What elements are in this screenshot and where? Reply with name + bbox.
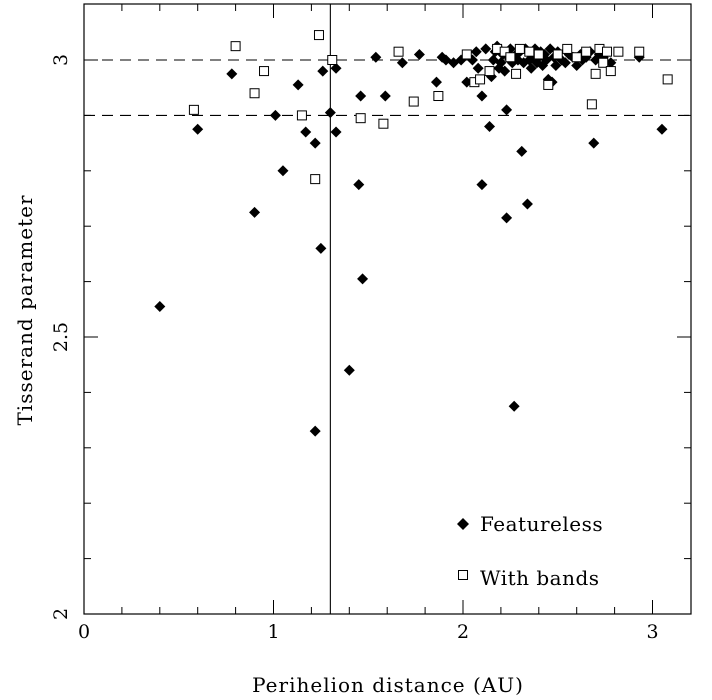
data-point-featureless [330,126,342,138]
data-point-featureless [269,109,281,121]
data-point-featureless [521,198,533,210]
data-point-with-bands [552,49,563,60]
data-point-with-bands [393,46,404,57]
data-point-with-bands [296,110,307,121]
data-point-with-bands [310,174,321,185]
data-point-featureless [476,90,488,102]
data-point-featureless [277,165,289,177]
data-point-with-bands [605,66,616,77]
data-point-featureless [330,62,342,74]
x-axis-label: Perihelion distance (AU) [252,673,524,697]
data-point-with-bands [259,66,270,77]
y-tick-label: 3 [50,54,72,66]
data-point-with-bands [505,52,516,63]
data-point-featureless [226,68,238,80]
data-point-with-bands [533,49,544,60]
data-point-featureless [571,60,583,72]
data-point-with-bands [408,96,419,107]
data-point-featureless [379,90,391,102]
data-point-with-bands [634,46,645,57]
data-point-with-bands [543,79,554,90]
data-point-featureless [413,48,425,60]
data-point-with-bands [313,30,324,41]
data-point-featureless [550,60,562,72]
data-point-featureless [472,62,484,74]
data-point-with-bands [514,43,525,54]
data-point-with-bands [188,104,199,115]
data-point-with-bands [484,66,495,77]
series-with-bands [188,30,673,185]
data-point-with-bands [230,41,241,52]
data-point-featureless [353,179,365,191]
data-point-with-bands [327,55,338,65]
data-point-featureless [559,57,571,69]
x-tick-label: 3 [646,621,658,643]
data-point-with-bands [586,99,597,110]
data-point-featureless [315,242,327,254]
axis-ticks [83,4,691,615]
y-tick-label: 2 [50,608,72,620]
data-point-with-bands [571,52,582,63]
data-point-with-bands [602,46,613,57]
data-point-featureless [480,43,492,55]
data-point-featureless [470,46,482,58]
data-point-featureless [484,120,496,132]
data-point-featureless [476,179,488,191]
data-point-featureless [499,65,511,77]
data-point-featureless [430,76,442,88]
y-axis-label: Tisserand parameter [13,194,37,425]
data-point-featureless [370,51,382,63]
data-point-featureless [508,400,520,412]
y-tick-label: 2.5 [50,322,72,352]
data-point-with-bands [562,43,573,54]
reference-lines [84,4,691,614]
data-point-featureless [343,364,355,376]
x-tick-label: 1 [267,621,279,643]
data-point-with-bands [355,113,366,124]
data-point-featureless [357,273,369,285]
data-point-with-bands [475,74,486,85]
data-point-featureless [656,123,668,135]
data-point-with-bands [662,74,673,85]
data-point-featureless [300,126,312,138]
data-point-with-bands [499,46,510,57]
data-point-with-bands [378,118,389,129]
tick-labels: 0 1 2 3 2 2.5 3 [50,54,659,643]
data-point-featureless [309,137,321,149]
data-point-with-bands [433,91,444,102]
data-point-featureless [516,145,528,157]
data-point-featureless [292,79,304,91]
data-point-with-bands [524,46,535,57]
legend-featureless-label: Featureless [480,512,603,536]
legend-with-bands-label: With bands [480,566,600,590]
data-point-featureless [501,104,513,116]
data-point-with-bands [461,49,472,60]
data-point-featureless [154,301,166,313]
data-point-with-bands [613,46,624,57]
legend-featureless-marker [457,518,469,530]
data-point-featureless [317,65,329,77]
data-point-with-bands [511,68,522,79]
data-point-featureless [495,57,507,69]
data-point-with-bands [581,46,592,57]
x-tick-label: 2 [457,621,469,643]
data-point-featureless [324,107,336,119]
legend: Featureless With bands [457,512,603,590]
data-point-with-bands [598,57,609,68]
data-point-featureless [192,123,204,135]
data-point-featureless [309,425,321,437]
data-point-with-bands [249,88,260,99]
data-point-featureless [249,206,261,218]
data-point-featureless [396,57,408,69]
data-point-featureless [588,137,600,149]
data-point-featureless [501,212,513,224]
x-tick-label: 0 [78,621,90,643]
legend-with-bands-marker [458,570,468,580]
data-point-featureless [525,62,537,74]
data-point-with-bands [590,68,601,79]
data-point-featureless [355,90,367,102]
